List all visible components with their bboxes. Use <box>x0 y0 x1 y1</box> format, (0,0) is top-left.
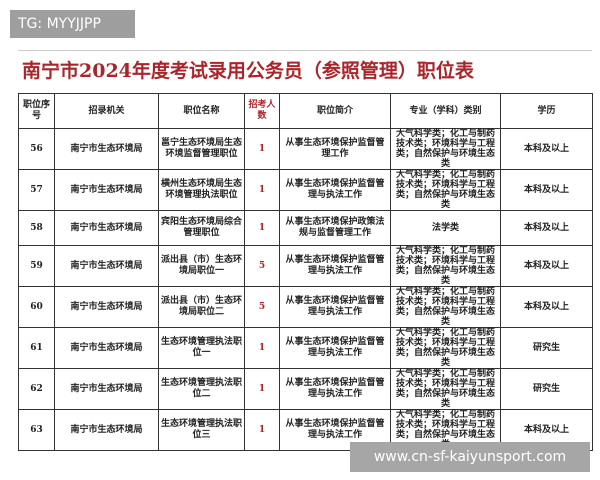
row-education: 研究生 <box>500 368 593 410</box>
row-description: 从事生态环境保护监督管理与执法工作 <box>279 169 391 211</box>
row-count: 1 <box>244 169 280 211</box>
row-education: 本科及以上 <box>500 245 593 287</box>
row-count: 1 <box>244 409 280 451</box>
row-position: 生态环境管理执法职位二 <box>158 368 245 410</box>
row-description: 从事生态环境保护监督管理与执法工作 <box>279 245 391 287</box>
row-number: 59 <box>18 245 55 287</box>
table-row: 60 南宁市生态环境局 派出县（市）生态环境局职位二 5 从事生态环境保护监督管理与执法… <box>18 286 593 328</box>
row-description: 从事生态环境保护监督管理与执法工作 <box>279 286 391 328</box>
row-number: 62 <box>18 368 55 410</box>
watermark-top: TG: MYYJJPP <box>10 10 135 38</box>
row-major: 大气科学类；化工与制药技术类；环境科学与工程类；自然保护与环境生态类 <box>390 245 501 287</box>
row-position: 派出县（市）生态环境局职位二 <box>158 286 245 328</box>
table-row: 57 南宁市生态环境局 横州生态环境局生态环境管理执法职位 1 从事生态环境保护监督管理… <box>18 169 593 211</box>
header-major: 专业（学科）类别 <box>390 93 501 129</box>
row-number: 60 <box>18 286 55 328</box>
table-row: 62 南宁市生态环境局 生态环境管理执法职位二 1 从事生态环境保护监督管理与执法工作大… <box>18 368 593 410</box>
row-position: 宾阳生态环境局综合管理职位 <box>158 210 245 246</box>
row-org: 南宁市生态环境局 <box>54 245 159 287</box>
row-org: 南宁市生态环境局 <box>54 409 159 451</box>
row-education: 本科及以上 <box>500 128 593 170</box>
row-number: 58 <box>18 210 55 246</box>
row-description: 从事生态环境保护监督管理与执法工作 <box>279 327 391 369</box>
watermark-bottom: www.cn-sf-kaiyunsport.com <box>350 442 590 472</box>
row-count: 1 <box>244 368 280 410</box>
row-number: 63 <box>18 409 55 451</box>
row-education: 本科及以上 <box>500 286 593 328</box>
header-org: 招录机关 <box>54 93 159 129</box>
row-description: 从事生态环境保护监督管理与执法工作 <box>279 368 391 410</box>
row-position: 横州生态环境局生态环境管理执法职位 <box>158 169 245 211</box>
row-position: 生态环境管理执法职位三 <box>158 409 245 451</box>
row-major: 法学类 <box>390 210 501 246</box>
header-position: 职位名称 <box>158 93 245 129</box>
row-position: 邕宁生态环境局生态环境监督管理职位 <box>158 128 245 170</box>
row-count: 1 <box>244 128 280 170</box>
row-description: 从事生态环境保护监督管理工作 <box>279 128 391 170</box>
row-position: 生态环境管理执法职位一 <box>158 327 245 369</box>
page-title: 南宁市2024年度考试录用公务员（参照管理）职位表 <box>18 50 592 90</box>
table-row: 58 南宁市生态环境局 宾阳生态环境局综合管理职位 1 从事生态环境保护政策法规与监督管… <box>18 210 593 246</box>
row-position: 派出县（市）生态环境局职位一 <box>158 245 245 287</box>
row-number: 56 <box>18 128 55 170</box>
row-education: 研究生 <box>500 327 593 369</box>
table-row: 61 南宁市生态环境局 生态环境管理执法职位一 1 从事生态环境保护监督管理与执法工作大… <box>18 327 593 369</box>
header-education: 学历 <box>500 93 593 129</box>
row-major: 大气科学类；化工与制药技术类；环境科学与工程类；自然保护与环境生态类 <box>390 368 501 410</box>
table-row: 56 南宁市生态环境局 邕宁生态环境局生态环境监督管理职位 1 从事生态环境保护监督管理… <box>18 128 593 170</box>
row-number: 61 <box>18 327 55 369</box>
header-no: 职位序号 <box>18 93 55 129</box>
positions-table: 职位序号 招录机关 职位名称 招考人数 职位简介 专业（学科）类别 学历 56 南… <box>18 93 593 451</box>
row-org: 南宁市生态环境局 <box>54 128 159 170</box>
row-major: 大气科学类；化工与制药技术类；环境科学与工程类；自然保护与环境生态类 <box>390 169 501 211</box>
table-row: 59 南宁市生态环境局 派出县（市）生态环境局职位一 5 从事生态环境保护监督管理与执法… <box>18 245 593 287</box>
row-education: 本科及以上 <box>500 169 593 211</box>
table-header-row: 职位序号 招录机关 职位名称 招考人数 职位简介 专业（学科）类别 学历 <box>18 93 593 129</box>
row-count: 5 <box>244 245 280 287</box>
header-count: 招考人数 <box>244 93 280 129</box>
row-count: 1 <box>244 210 280 246</box>
row-org: 南宁市生态环境局 <box>54 368 159 410</box>
row-major: 大气科学类；化工与制药技术类；环境科学与工程类；自然保护与环境生态类 <box>390 286 501 328</box>
row-count: 1 <box>244 327 280 369</box>
row-count: 5 <box>244 286 280 328</box>
row-org: 南宁市生态环境局 <box>54 327 159 369</box>
row-major: 大气科学类；化工与制药技术类；环境科学与工程类；自然保护与环境生态类 <box>390 327 501 369</box>
row-major: 大气科学类；化工与制药技术类；环境科学与工程类；自然保护与环境生态类 <box>390 128 501 170</box>
row-org: 南宁市生态环境局 <box>54 210 159 246</box>
header-description: 职位简介 <box>279 93 391 129</box>
row-description: 从事生态环境保护政策法规与监督管理工作 <box>279 210 391 246</box>
row-number: 57 <box>18 169 55 211</box>
row-org: 南宁市生态环境局 <box>54 286 159 328</box>
row-education: 本科及以上 <box>500 210 593 246</box>
row-org: 南宁市生态环境局 <box>54 169 159 211</box>
